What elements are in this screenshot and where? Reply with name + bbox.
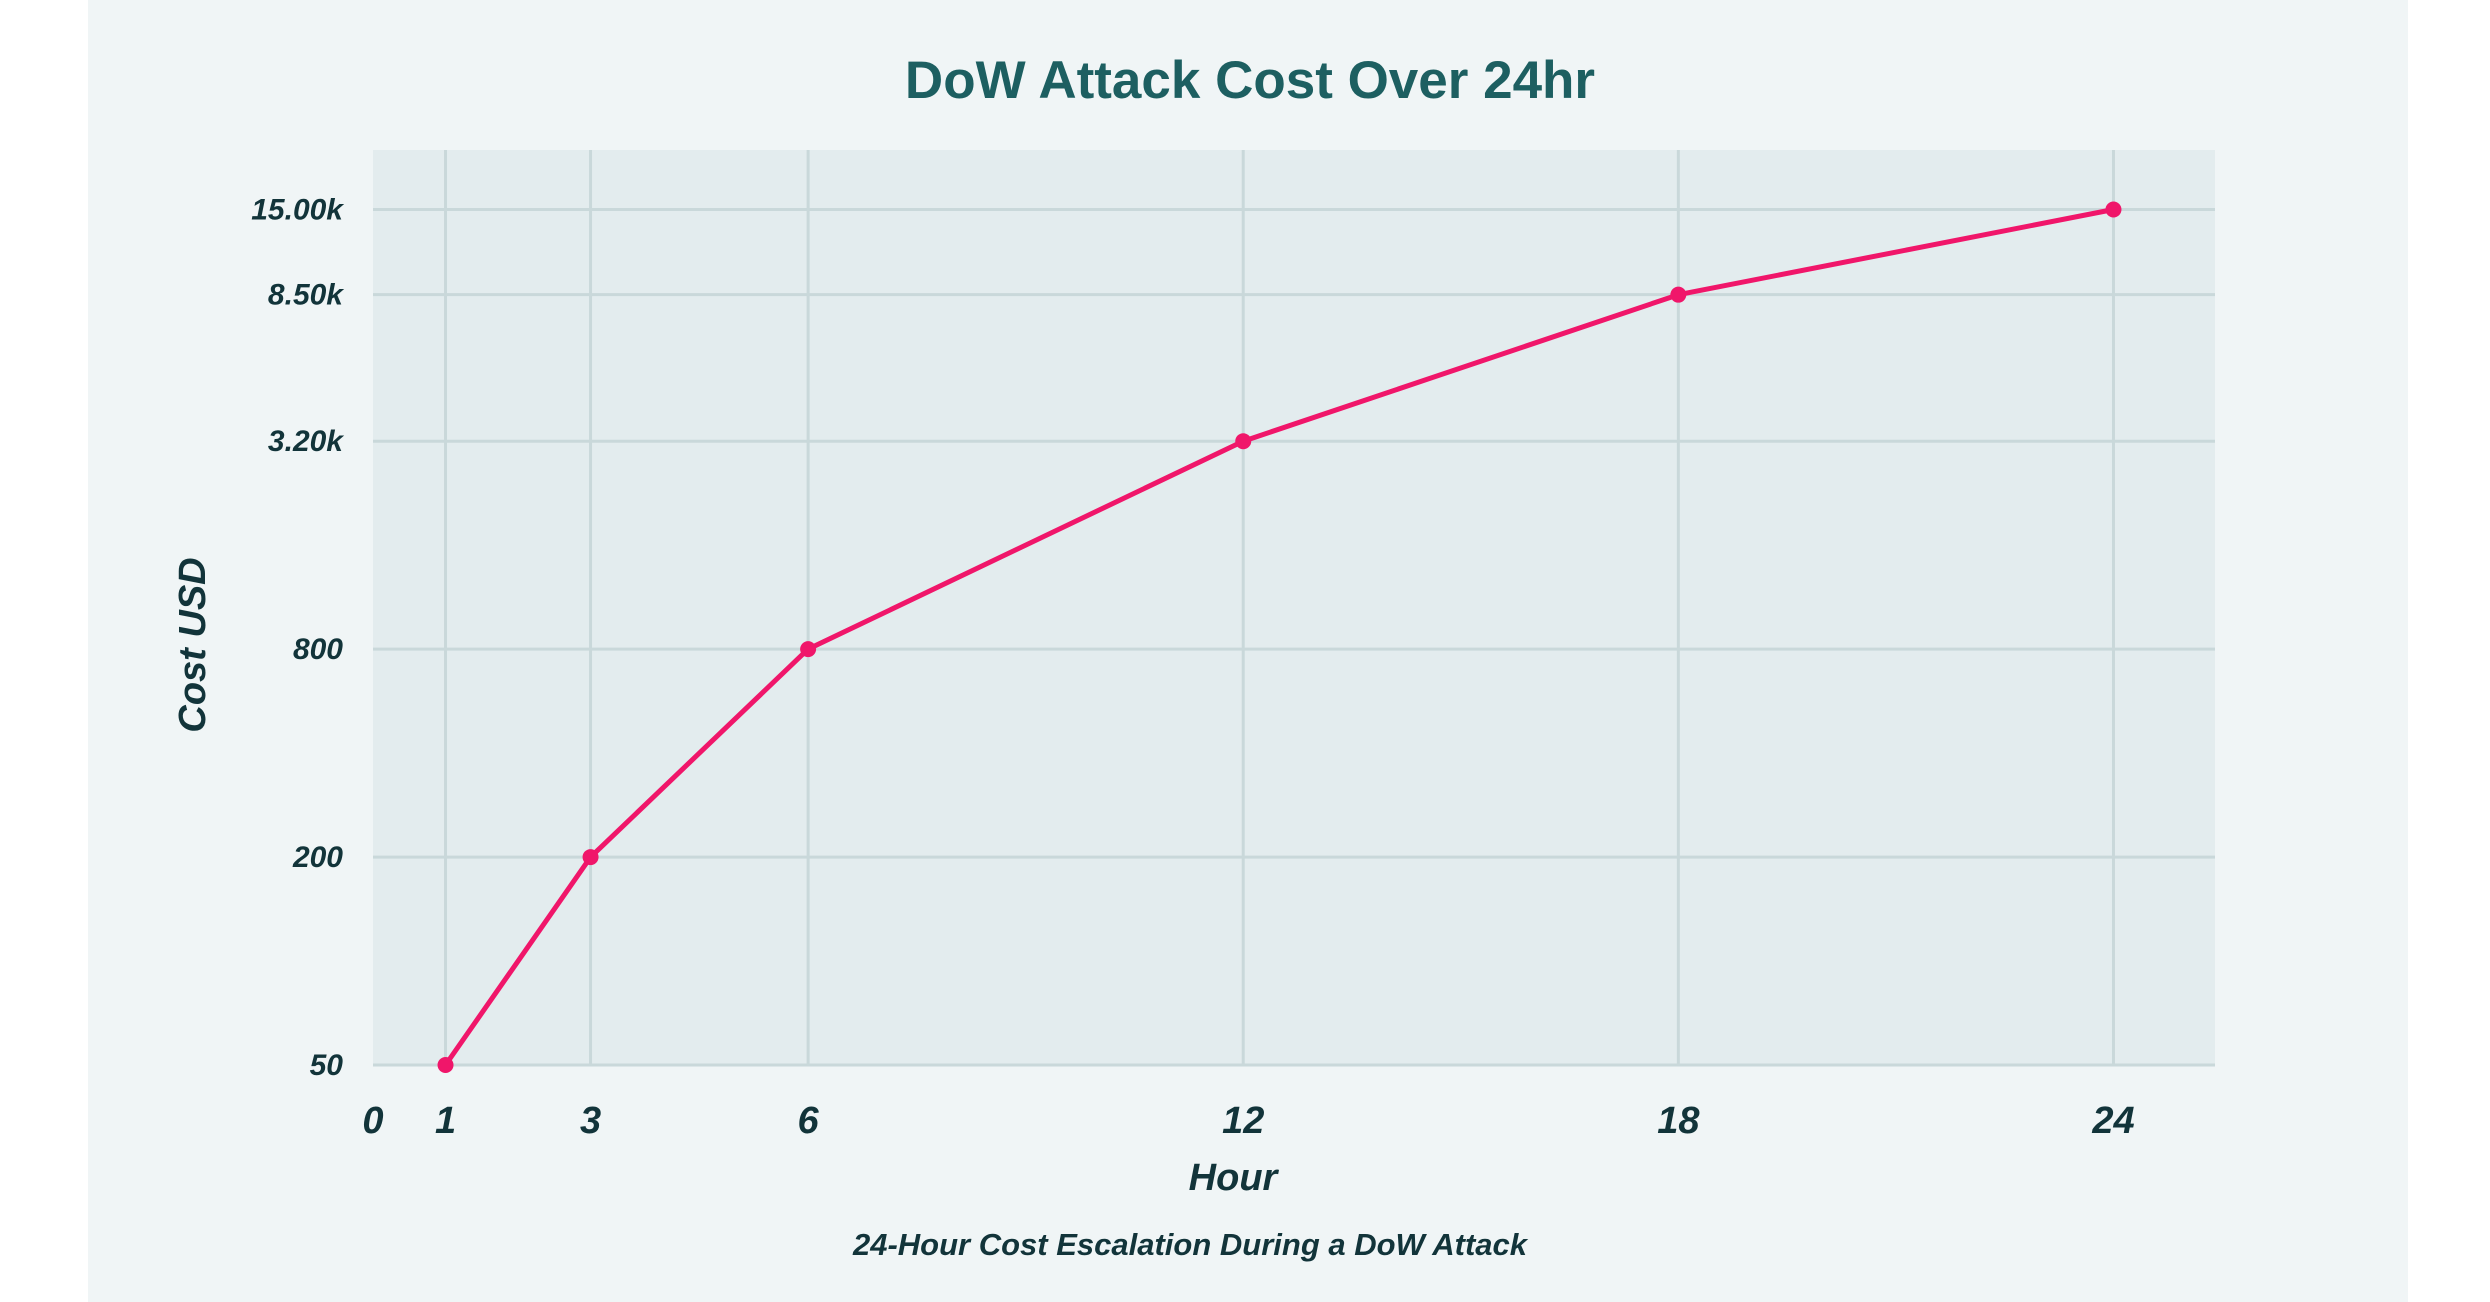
- x-tick-label: 0: [362, 1100, 383, 1142]
- y-tick-label: 8.50k: [268, 279, 344, 312]
- x-tick-label: 18: [1657, 1100, 1700, 1142]
- plot-area: [373, 150, 2215, 1065]
- data-point: [800, 641, 817, 658]
- data-points: [437, 201, 2122, 1073]
- y-axis-ticks: 50 200 800 3.20k 8.50k 15.00k: [251, 193, 344, 1082]
- y-axis-label: Cost USD: [172, 557, 214, 732]
- y-tick-label: 800: [293, 633, 343, 666]
- data-point: [582, 849, 599, 866]
- y-tick-label: 15.00k: [251, 193, 344, 226]
- x-tick-label: 12: [1222, 1100, 1264, 1142]
- chart-title: DoW Attack Cost Over 24hr: [905, 51, 1595, 110]
- chart-caption: 24-Hour Cost Escalation During a DoW Att…: [852, 1227, 1529, 1262]
- data-point: [2105, 201, 2122, 218]
- data-point: [1235, 433, 1252, 450]
- x-tick-label: 3: [580, 1100, 601, 1142]
- gridlines: [373, 150, 2215, 1067]
- x-axis-ticks: 0 1 3 6 12 18 24: [362, 1100, 2134, 1142]
- y-tick-label: 200: [292, 841, 343, 874]
- x-tick-label: 1: [435, 1100, 456, 1142]
- y-tick-label: 3.20k: [268, 425, 344, 458]
- x-tick-label: 24: [2091, 1100, 2134, 1142]
- y-tick-label: 50: [310, 1049, 344, 1082]
- data-point: [1670, 286, 1687, 303]
- x-axis-label: Hour: [1189, 1157, 1280, 1199]
- x-tick-label: 6: [798, 1100, 820, 1142]
- data-point: [437, 1057, 454, 1073]
- series-line: [443, 207, 2114, 1067]
